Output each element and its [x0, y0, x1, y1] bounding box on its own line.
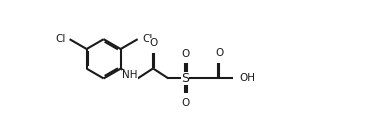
Text: Cl: Cl: [55, 34, 65, 44]
Text: O: O: [215, 48, 223, 58]
Text: OH: OH: [239, 74, 255, 83]
Text: O: O: [181, 49, 189, 59]
Text: O: O: [181, 98, 189, 108]
Text: S: S: [181, 72, 189, 85]
Text: O: O: [149, 38, 157, 48]
Text: Cl: Cl: [142, 34, 152, 44]
Text: NH: NH: [122, 70, 138, 80]
